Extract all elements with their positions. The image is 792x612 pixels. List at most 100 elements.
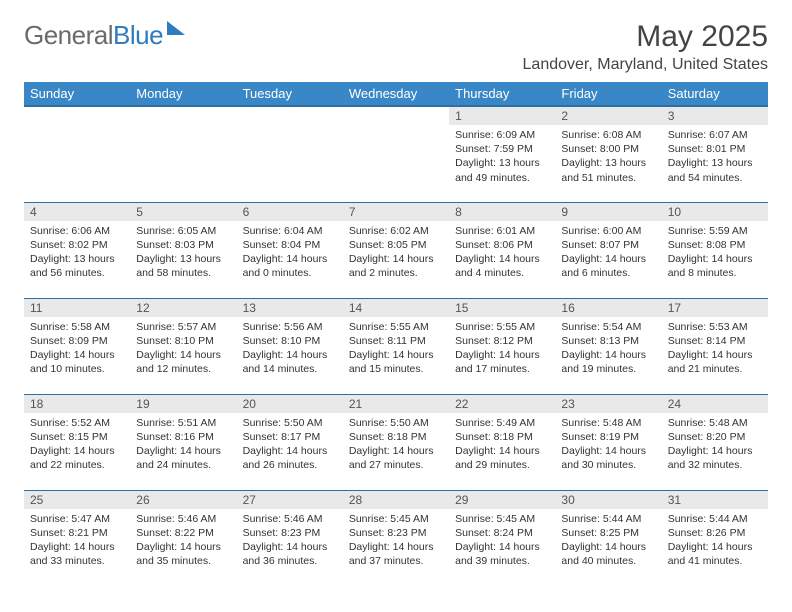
day-sr: Sunrise: 5:58 AM <box>30 320 124 334</box>
day-ss: Sunset: 8:24 PM <box>455 526 549 540</box>
day-dl2: and 19 minutes. <box>561 362 655 376</box>
calendar-cell: 22Sunrise: 5:49 AMSunset: 8:18 PMDayligh… <box>449 394 555 490</box>
day-dl2: and 4 minutes. <box>455 266 549 280</box>
day-dl2: and 40 minutes. <box>561 554 655 568</box>
day-dl2: and 24 minutes. <box>136 458 230 472</box>
day-dl2: and 6 minutes. <box>561 266 655 280</box>
calendar-cell: 16Sunrise: 5:54 AMSunset: 8:13 PMDayligh… <box>555 298 661 394</box>
location-text: Landover, Maryland, United States <box>523 56 768 74</box>
calendar-cell: 5Sunrise: 6:05 AMSunset: 8:03 PMDaylight… <box>130 202 236 298</box>
day-details: Sunrise: 6:08 AMSunset: 8:00 PMDaylight:… <box>555 125 661 191</box>
day-details: Sunrise: 5:44 AMSunset: 8:26 PMDaylight:… <box>662 509 768 575</box>
day-dl2: and 21 minutes. <box>668 362 762 376</box>
calendar-cell: 14Sunrise: 5:55 AMSunset: 8:11 PMDayligh… <box>343 298 449 394</box>
day-ss: Sunset: 8:20 PM <box>668 430 762 444</box>
day-sr: Sunrise: 5:52 AM <box>30 416 124 430</box>
calendar-cell: 12Sunrise: 5:57 AMSunset: 8:10 PMDayligh… <box>130 298 236 394</box>
day-details: Sunrise: 5:56 AMSunset: 8:10 PMDaylight:… <box>237 317 343 383</box>
day-ss: Sunset: 8:16 PM <box>136 430 230 444</box>
day-ss: Sunset: 8:10 PM <box>243 334 337 348</box>
day-details: Sunrise: 6:07 AMSunset: 8:01 PMDaylight:… <box>662 125 768 191</box>
day-sr: Sunrise: 6:00 AM <box>561 224 655 238</box>
day-dl2: and 27 minutes. <box>349 458 443 472</box>
day-sr: Sunrise: 6:06 AM <box>30 224 124 238</box>
day-sr: Sunrise: 6:07 AM <box>668 128 762 142</box>
day-dl1: Daylight: 14 hours <box>455 444 549 458</box>
day-dl1: Daylight: 14 hours <box>30 348 124 362</box>
day-number: 12 <box>130 299 236 317</box>
day-dl1: Daylight: 14 hours <box>136 540 230 554</box>
day-dl1: Daylight: 14 hours <box>561 348 655 362</box>
day-dl2: and 35 minutes. <box>136 554 230 568</box>
calendar-cell: 7Sunrise: 6:02 AMSunset: 8:05 PMDaylight… <box>343 202 449 298</box>
day-number: 14 <box>343 299 449 317</box>
day-ss: Sunset: 8:08 PM <box>668 238 762 252</box>
day-details: Sunrise: 5:58 AMSunset: 8:09 PMDaylight:… <box>24 317 130 383</box>
day-details: Sunrise: 6:04 AMSunset: 8:04 PMDaylight:… <box>237 221 343 287</box>
day-sr: Sunrise: 5:55 AM <box>455 320 549 334</box>
day-ss: Sunset: 8:25 PM <box>561 526 655 540</box>
weekday-header: Saturday <box>662 82 768 106</box>
day-dl2: and 54 minutes. <box>668 171 762 185</box>
day-number: 17 <box>662 299 768 317</box>
day-dl1: Daylight: 14 hours <box>243 252 337 266</box>
day-dl2: and 41 minutes. <box>668 554 762 568</box>
day-sr: Sunrise: 5:56 AM <box>243 320 337 334</box>
day-number: 25 <box>24 491 130 509</box>
calendar-cell <box>343 106 449 202</box>
calendar-row: 4 Sunrise: 6:06 AMSunset: 8:02 PM Daylight… <box>24 202 768 298</box>
weekday-header: Wednesday <box>343 82 449 106</box>
day-dl1: Daylight: 14 hours <box>136 444 230 458</box>
day-sr: Sunrise: 5:48 AM <box>668 416 762 430</box>
day-dl1: Daylight: 14 hours <box>349 252 443 266</box>
day-number: 29 <box>449 491 555 509</box>
day-dl1: Daylight: 14 hours <box>668 348 762 362</box>
day-dl1: Daylight: 14 hours <box>561 540 655 554</box>
day-details: Sunrise: 6:01 AMSunset: 8:06 PMDaylight:… <box>449 221 555 287</box>
day-number: 8 <box>449 203 555 221</box>
day-number: 21 <box>343 395 449 413</box>
day-dl1: Daylight: 14 hours <box>30 540 124 554</box>
day-sr: Sunrise: 5:49 AM <box>455 416 549 430</box>
day-sr: Sunrise: 5:44 AM <box>561 512 655 526</box>
calendar-cell <box>237 106 343 202</box>
day-ss: Sunset: 8:21 PM <box>30 526 124 540</box>
day-sr: Sunrise: 5:46 AM <box>243 512 337 526</box>
day-sr: Sunrise: 6:05 AM <box>136 224 230 238</box>
calendar-cell: 23Sunrise: 5:48 AMSunset: 8:19 PMDayligh… <box>555 394 661 490</box>
calendar-cell: 20Sunrise: 5:50 AMSunset: 8:17 PMDayligh… <box>237 394 343 490</box>
weekday-header: Monday <box>130 82 236 106</box>
calendar-cell: 11Sunrise: 5:58 AMSunset: 8:09 PMDayligh… <box>24 298 130 394</box>
day-dl2: and 8 minutes. <box>668 266 762 280</box>
day-sr: Sunrise: 6:08 AM <box>561 128 655 142</box>
day-ss: Sunset: 8:23 PM <box>349 526 443 540</box>
day-number: 18 <box>24 395 130 413</box>
day-sr: Sunrise: 5:48 AM <box>561 416 655 430</box>
day-dl2: and 10 minutes. <box>30 362 124 376</box>
day-number: 5 <box>130 203 236 221</box>
logo-triangle-icon <box>167 21 185 35</box>
day-details: Sunrise: 5:45 AMSunset: 8:23 PMDaylight:… <box>343 509 449 575</box>
day-ss: Sunset: 8:11 PM <box>349 334 443 348</box>
day-ss: Sunset: 8:01 PM <box>668 142 762 156</box>
day-dl1: Daylight: 14 hours <box>455 540 549 554</box>
day-ss: Sunset: 8:02 PM <box>30 238 124 252</box>
calendar-row: 25Sunrise: 5:47 AMSunset: 8:21 PMDayligh… <box>24 490 768 586</box>
day-ss: Sunset: 8:07 PM <box>561 238 655 252</box>
day-sr: Sunrise: 5:46 AM <box>136 512 230 526</box>
day-dl2: and 12 minutes. <box>136 362 230 376</box>
day-details: Sunrise: 5:48 AMSunset: 8:19 PMDaylight:… <box>555 413 661 479</box>
day-details: Sunrise: 5:55 AMSunset: 8:12 PMDaylight:… <box>449 317 555 383</box>
day-ss: Sunset: 8:13 PM <box>561 334 655 348</box>
calendar-cell: 6Sunrise: 6:04 AMSunset: 8:04 PMDaylight… <box>237 202 343 298</box>
calendar-cell: 8Sunrise: 6:01 AMSunset: 8:06 PMDaylight… <box>449 202 555 298</box>
day-dl1: Daylight: 14 hours <box>243 444 337 458</box>
calendar-cell: 4Sunrise: 6:06 AMSunset: 8:02 PMDaylight… <box>24 202 130 298</box>
day-dl2: and 49 minutes. <box>455 171 549 185</box>
day-dl2: and 26 minutes. <box>243 458 337 472</box>
day-dl1: Daylight: 14 hours <box>136 348 230 362</box>
month-title: May 2025 <box>523 20 768 54</box>
day-sr: Sunrise: 5:54 AM <box>561 320 655 334</box>
day-number: 4 <box>24 203 130 221</box>
day-number: 27 <box>237 491 343 509</box>
